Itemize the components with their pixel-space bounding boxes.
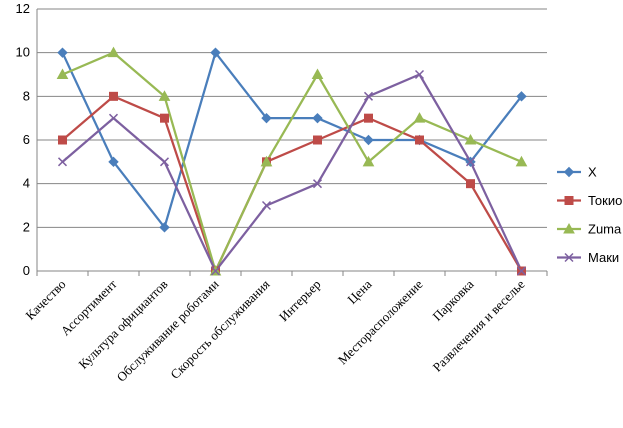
y-tick-label: 6 bbox=[23, 132, 30, 147]
data-point bbox=[107, 46, 120, 58]
data-point bbox=[466, 179, 475, 189]
data-point bbox=[313, 135, 322, 145]
data-point bbox=[413, 112, 426, 123]
x-tick-label: Качество bbox=[22, 277, 68, 323]
series-3-points bbox=[57, 69, 527, 276]
x-tick-label: Обслуживание роботами bbox=[113, 276, 221, 384]
y-tick-label: 4 bbox=[23, 176, 30, 191]
y-tick-label: 0 bbox=[23, 263, 30, 278]
y-tick-label: 12 bbox=[16, 1, 30, 16]
x-tick-label: Цена bbox=[344, 276, 374, 306]
data-point bbox=[57, 47, 68, 58]
x-tick-label: Парковка bbox=[429, 276, 476, 323]
marker-stroke bbox=[465, 157, 476, 167]
y-tick-label: 2 bbox=[23, 219, 30, 234]
legend-label: Токио bbox=[588, 193, 622, 208]
data-point bbox=[260, 155, 273, 167]
series-3-line bbox=[61, 73, 523, 273]
x-tick-label: Месторасположение bbox=[335, 276, 426, 367]
legend-marker bbox=[563, 222, 575, 234]
legend: X Токио Zuma Маки bbox=[557, 165, 622, 265]
series-2-line bbox=[62, 51, 522, 273]
marker-stroke bbox=[414, 69, 425, 80]
marker-stroke bbox=[516, 266, 527, 276]
legend-label: Zuma bbox=[588, 222, 622, 237]
data-point bbox=[363, 134, 374, 146]
x-tick-label: Интерьер bbox=[276, 277, 324, 325]
data-point bbox=[210, 47, 221, 58]
data-point bbox=[415, 135, 424, 145]
data-point bbox=[364, 113, 373, 123]
series-1-line bbox=[61, 95, 523, 273]
data-point bbox=[58, 135, 67, 145]
marker-stroke bbox=[564, 252, 574, 263]
marker-stroke bbox=[363, 91, 374, 101]
data-point bbox=[464, 133, 477, 145]
data-point bbox=[312, 179, 323, 189]
x-tick-label: Культура официантов bbox=[75, 277, 170, 372]
data-point bbox=[312, 112, 323, 124]
marker-stroke bbox=[108, 113, 119, 123]
data-point bbox=[159, 222, 170, 233]
x-tick-label: Скорость обслуживания bbox=[167, 277, 272, 382]
data-point bbox=[261, 200, 272, 211]
legend-marker bbox=[563, 166, 575, 178]
data-point bbox=[363, 91, 374, 101]
data-point bbox=[516, 266, 527, 276]
data-point bbox=[362, 155, 375, 167]
legend-marker bbox=[564, 252, 574, 263]
data-point bbox=[311, 68, 324, 79]
data-point bbox=[56, 68, 69, 79]
series-2-points bbox=[56, 46, 528, 276]
data-point bbox=[159, 157, 170, 167]
data-point bbox=[108, 113, 119, 123]
legend-label: Маки bbox=[588, 250, 619, 265]
marker-stroke bbox=[159, 157, 170, 167]
data-point bbox=[158, 90, 171, 101]
y-gridlines bbox=[37, 8, 547, 272]
marker-stroke bbox=[57, 157, 68, 167]
marker-stroke bbox=[312, 179, 323, 189]
x-tick-label: Развлечения и веселье bbox=[430, 276, 528, 374]
data-point bbox=[516, 91, 527, 102]
data-point bbox=[414, 69, 425, 80]
data-point bbox=[57, 157, 68, 167]
data-point bbox=[109, 91, 118, 101]
data-point bbox=[261, 112, 272, 124]
legend-marker bbox=[564, 196, 574, 205]
data-point bbox=[160, 113, 169, 123]
data-point bbox=[108, 156, 119, 168]
data-point bbox=[515, 155, 528, 167]
data-point bbox=[210, 266, 221, 276]
y-tick-label: 8 bbox=[23, 88, 30, 103]
y-tick-label: 10 bbox=[16, 45, 30, 60]
data-point bbox=[465, 157, 476, 167]
marker-stroke bbox=[210, 266, 221, 276]
marker-stroke bbox=[261, 200, 272, 211]
legend-label: X bbox=[588, 165, 597, 180]
